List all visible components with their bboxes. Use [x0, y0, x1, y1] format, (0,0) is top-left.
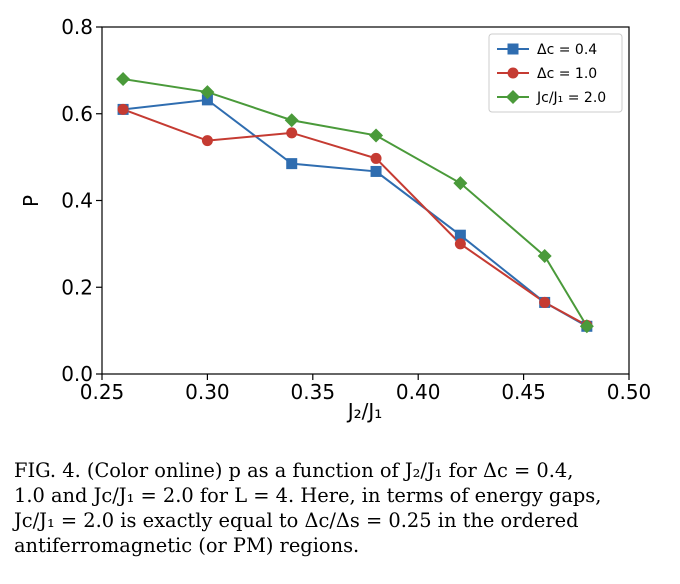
data-point-series-2 — [370, 152, 382, 164]
data-point-series-1 — [201, 94, 213, 106]
data-point-series-3 — [116, 72, 131, 87]
data-point-series-3 — [200, 85, 215, 100]
figure-caption: FIG. 4. (Color online) p as a function o… — [14, 458, 668, 558]
line-chart: 0.25 0.30 0.35 0.40 0.45 0.50 0.0 0.2 0.4 0.6 0.8… — [19, 15, 652, 423]
y-tick-label: 0.4 — [61, 189, 93, 213]
legend-marker — [507, 43, 519, 55]
data-point-series-2 — [454, 238, 466, 250]
x-tick-label: 0.35 — [291, 380, 336, 404]
y-tick-label: 0.0 — [61, 362, 93, 386]
data-point-series-2 — [117, 103, 129, 115]
y-tick-label: 0.2 — [61, 275, 93, 299]
x-axis-label: J₂/J₁ — [346, 399, 383, 423]
legend-label: Δc = 0.4 — [537, 42, 597, 58]
data-point-series-2 — [539, 296, 551, 308]
data-point-series-3 — [369, 128, 384, 143]
series-line-3 — [122, 78, 588, 327]
x-tick-label: 0.50 — [607, 380, 652, 404]
series-line-2 — [122, 108, 588, 327]
legend-marker — [507, 67, 519, 79]
series-line-1 — [122, 98, 588, 328]
y-axis-ticks: 0.0 0.2 0.4 0.6 0.8 — [61, 15, 102, 386]
y-tick-label: 0.6 — [61, 102, 93, 126]
legend-marker — [506, 90, 520, 104]
data-point-series-3 — [537, 249, 552, 264]
caption-line: 1.0 and Jc/J₁ = 2.0 for L = 4. Here, in … — [14, 484, 602, 507]
x-tick-label: 0.45 — [501, 380, 546, 404]
data-point-series-1 — [370, 165, 382, 177]
data-point-series-3 — [453, 176, 468, 191]
caption-line: FIG. 4. (Color online) p as a function o… — [14, 459, 574, 482]
x-tick-label: 0.40 — [396, 380, 441, 404]
data-point-series-3 — [579, 319, 594, 334]
plot-lines — [122, 78, 588, 328]
legend-label: Jc/J₁ = 2.0 — [536, 90, 606, 106]
y-axis-label: P — [19, 195, 43, 207]
data-point-series-2 — [286, 127, 298, 139]
legend: Δc = 0.4 Δc = 1.0 Jc/J₁ = 2.0 — [488, 33, 623, 113]
x-tick-label: 0.25 — [80, 380, 125, 404]
data-point-series-1 — [454, 229, 466, 241]
data-point-series-2 — [201, 135, 213, 147]
x-tick-label: 0.30 — [185, 380, 230, 404]
data-point-series-3 — [284, 113, 299, 128]
plot-markers — [116, 72, 594, 334]
caption-line: antiferromagnetic (or PM) regions. — [14, 534, 360, 557]
data-point-series-1 — [286, 158, 298, 170]
x-axis-ticks: 0.25 0.30 0.35 0.40 0.45 0.50 — [80, 374, 652, 404]
legend-box — [488, 33, 623, 113]
legend-label: Δc = 1.0 — [537, 66, 597, 82]
y-tick-label: 0.8 — [61, 15, 93, 39]
caption-line: Jc/J₁ = 2.0 is exactly equal to Δc/Δs = … — [14, 509, 579, 532]
